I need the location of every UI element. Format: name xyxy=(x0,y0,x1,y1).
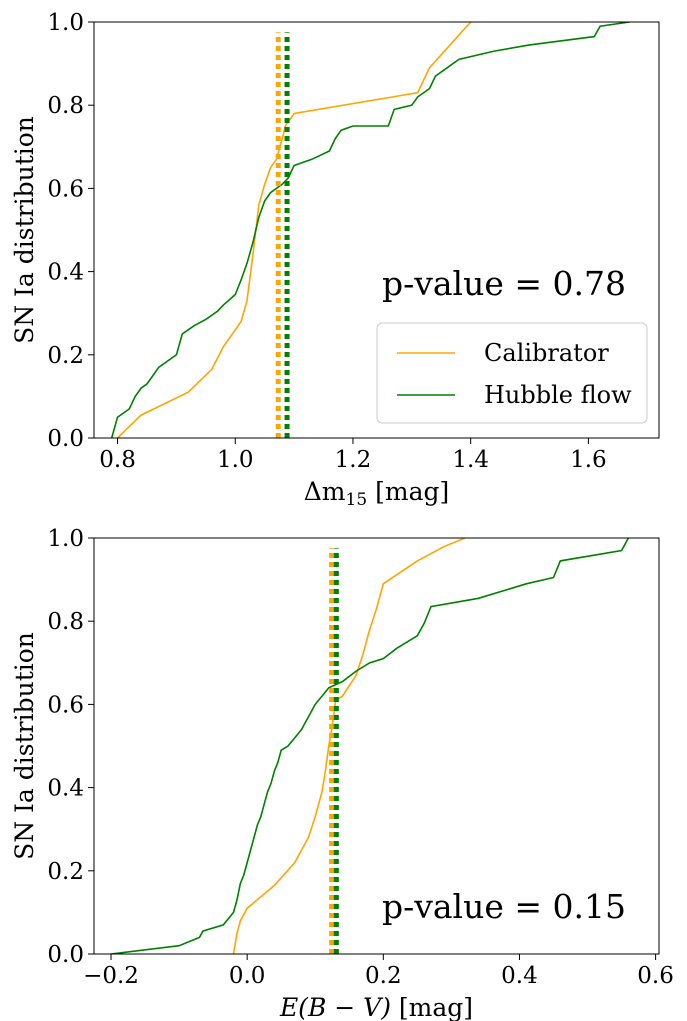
y-tick-label: 0.6 xyxy=(47,176,84,202)
y-tick-label: 0.0 xyxy=(47,426,84,452)
y-tick-label: 0.8 xyxy=(47,609,84,635)
p-value-annotation: p-value = 0.78 xyxy=(382,264,626,303)
chart-panel-bottom: −0.2 0.0 0.2 0.4 0.60.00.20.40.60.81.0E(B − … xyxy=(10,526,674,1021)
x-tick-label: −0.2 xyxy=(83,963,139,989)
x-axis-title-unit: [mag] xyxy=(367,477,449,506)
legend-label-hubble-flow: Hubble flow xyxy=(484,381,632,409)
y-tick-label: 1.0 xyxy=(47,526,84,552)
y-tick-label: 0.0 xyxy=(47,942,84,968)
x-tick-label: 0.6 xyxy=(637,963,674,989)
x-axis-title-subscript: 15 xyxy=(346,490,368,510)
x-axis-title: E(B − V) [mag] xyxy=(279,993,473,1021)
chart-panel-top: 0.8 1.0 1.2 1.4 1.6 0.0 0.2 0.4 0.6 0.8 1.0 Δm15 [m… xyxy=(10,10,659,510)
x-tick-label: 0.0 xyxy=(229,963,266,989)
legend: Calibrator Hubble flow xyxy=(377,323,647,423)
y-tick-label: 0.4 xyxy=(47,776,84,802)
x-axis-title: Δm15 [mag] xyxy=(304,477,449,510)
x-tick-label: 1.4 xyxy=(452,447,489,473)
legend-label-calibrator: Calibrator xyxy=(484,339,609,367)
y-tick-label: 0.4 xyxy=(47,260,84,286)
x-tick-label: 0.8 xyxy=(99,447,136,473)
y-tick-label: 1.0 xyxy=(47,10,84,36)
x-tick-label: 1.6 xyxy=(570,447,607,473)
y-tick-label: 0.8 xyxy=(47,93,84,119)
x-tick-label: 1.2 xyxy=(335,447,372,473)
x-tick-label: 1.0 xyxy=(217,447,254,473)
x-tick-label: 0.4 xyxy=(501,963,538,989)
y-tick-label: 0.2 xyxy=(47,343,84,369)
y-tick-label: 0.6 xyxy=(47,692,84,718)
p-value-annotation: p-value = 0.15 xyxy=(382,887,626,926)
x-tick-label: 0.2 xyxy=(365,963,402,989)
y-axis-title: SN Ia distribution xyxy=(10,116,39,344)
y-tick-label: 0.2 xyxy=(47,859,84,885)
x-axis-title-main: E(B − V) xyxy=(279,993,391,1021)
x-axis-title-unit: [mag] xyxy=(391,993,473,1021)
x-axis-title-main: Δm xyxy=(304,477,346,506)
y-axis-title: SN Ia distribution xyxy=(10,632,39,860)
